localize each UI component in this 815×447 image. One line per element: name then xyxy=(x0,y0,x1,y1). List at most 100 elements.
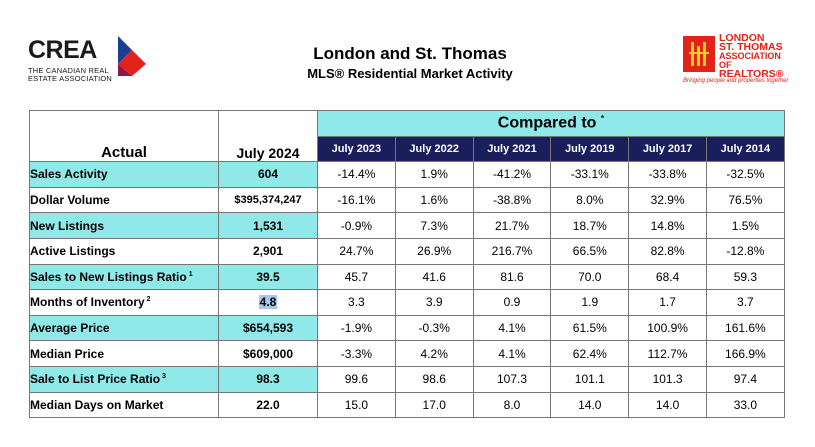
table-row: Sales Activity 604 -14.4% 1.9% -41.2% -33.1% -… xyxy=(29,161,785,188)
lstar-wordmark: LONDON ST. THOMAS ASSOCIATION OF REALTOR… xyxy=(719,32,793,80)
comparison-value: -14.4% xyxy=(317,161,396,188)
lstar-logo: LONDON ST. THOMAS ASSOCIATION OF REALTOR… xyxy=(683,32,793,88)
comparison-value: 0.9 xyxy=(472,289,552,316)
comparison-value: 4.2% xyxy=(394,340,474,367)
report-title-block: London and St. Thomas MLS® Residential M… xyxy=(250,44,570,81)
current-value: 98.3 xyxy=(218,365,318,393)
comparison-value: 14.0 xyxy=(550,391,630,419)
current-value: 604 xyxy=(218,161,318,188)
comparison-value: 3.3 xyxy=(317,289,396,316)
comparison-value: 17.0 xyxy=(394,391,474,419)
year-header: July 2017 xyxy=(628,135,707,163)
comparison-value: -12.8% xyxy=(705,237,785,265)
page-header: CREA THE CANADIAN REAL ESTATE ASSOCIATIO… xyxy=(0,0,815,100)
crea-wordmark: CREA xyxy=(28,36,97,64)
comparison-value: 3.9 xyxy=(394,289,474,316)
comparison-value: -0.3% xyxy=(394,314,474,342)
crea-diamond-icon xyxy=(118,36,146,76)
current-value-text: $609,000 xyxy=(242,346,294,361)
comparison-value: -38.8% xyxy=(472,186,552,214)
table-body: Sales Activity 604 -14.4% 1.9% -41.2% -33.1% -… xyxy=(29,161,785,419)
comparison-value: 59.3 xyxy=(705,263,785,291)
table-row: Average Price $654,593 -1.9% -0.3% 4.1% 61.5%… xyxy=(29,314,785,342)
comparison-value: 1.5% xyxy=(705,212,785,239)
comparison-value: 15.0 xyxy=(317,391,396,419)
current-period-header: July 2024 xyxy=(218,109,318,163)
row-label: Dollar Volume xyxy=(29,186,219,214)
comparison-value: -16.1% xyxy=(317,186,396,214)
current-value: 39.5 xyxy=(218,263,318,291)
current-value-text: 39.5 xyxy=(256,269,280,284)
lstar-line3: ASSOCIATION OF xyxy=(719,51,781,70)
crea-logo: CREA THE CANADIAN REAL ESTATE ASSOCIATIO… xyxy=(28,36,148,86)
current-value-text: $654,593 xyxy=(242,321,294,336)
comparison-value: 161.6% xyxy=(705,314,785,342)
current-value-text: 2,901 xyxy=(252,244,284,259)
comparison-value: 8.0% xyxy=(550,186,630,214)
comparison-value: -3.3% xyxy=(317,340,396,367)
table-row: Active Listings 2,901 24.7% 26.9% 216.7% 66.5… xyxy=(29,237,785,265)
current-value-text: 1,531 xyxy=(252,218,284,233)
row-label: New Listings xyxy=(29,212,219,239)
comparison-value: 1.9 xyxy=(550,289,630,316)
year-header-row: July 2023 July 2022 July 2021 July 2019 July… xyxy=(30,135,785,163)
table-row: Sale to List Price Ratio 3 98.3 99.6 98.6 107… xyxy=(29,365,785,393)
crea-tagline: THE CANADIAN REAL ESTATE ASSOCIATION xyxy=(28,67,112,83)
row-label-text: Average Price xyxy=(30,321,110,336)
table-row: Sales to New Listings Ratio 1 39.5 45.7 41.6… xyxy=(29,263,785,291)
compared-to-header: Compared to * xyxy=(317,110,785,137)
comparison-value: -1.9% xyxy=(317,314,396,342)
comparison-value: 18.7% xyxy=(550,212,630,239)
year-header: July 2014 xyxy=(705,135,785,163)
current-value: 22.0 xyxy=(218,391,318,419)
compared-to-label: Compared to xyxy=(497,114,597,132)
current-value-text: 4.8 xyxy=(258,295,278,310)
current-value: 4.8 xyxy=(218,289,318,316)
comparison-value: 26.9% xyxy=(394,237,474,265)
row-label: Active Listings xyxy=(29,237,219,265)
row-label-text: Median Price xyxy=(30,346,105,361)
comparison-value: 8.0 xyxy=(472,391,552,419)
comparison-value: 1.9% xyxy=(394,161,474,188)
crea-tagline-line2: ESTATE ASSOCIATION xyxy=(28,74,113,83)
lstar-line1: LONDON xyxy=(719,32,765,44)
comparison-value: 107.3 xyxy=(472,365,552,393)
comparison-value: 21.7% xyxy=(472,212,552,239)
comparison-value: 216.7% xyxy=(472,237,552,265)
row-label: Months of Inventory 2 xyxy=(29,289,219,316)
comparison-value: 101.3 xyxy=(628,365,707,393)
comparison-value: 14.8% xyxy=(628,212,707,239)
year-header: July 2019 xyxy=(550,135,630,163)
lstar-line4: REALTORS® xyxy=(719,68,784,80)
comparison-value: 3.7 xyxy=(705,289,785,316)
comparison-value: 7.3% xyxy=(394,212,474,239)
row-label-text: New Listings xyxy=(30,218,105,233)
market-activity-table: Actual July 2024 Compared to * July 2023… xyxy=(29,109,785,419)
compared-to-footnote: * xyxy=(600,114,605,124)
comparison-value: 24.7% xyxy=(317,237,396,265)
current-value-text: 98.3 xyxy=(256,372,280,387)
comparison-value: 100.9% xyxy=(628,314,707,342)
comparison-value: 70.0 xyxy=(550,263,630,291)
comparison-value: 101.1 xyxy=(550,365,630,393)
current-value: $395,374,247 xyxy=(218,186,318,214)
comparison-value: 1.6% xyxy=(394,186,474,214)
comparison-value: 33.0 xyxy=(705,391,785,419)
row-label: Sales to New Listings Ratio 1 xyxy=(29,263,219,291)
row-label: Average Price xyxy=(29,314,219,342)
lstar-tagline: Bringing people and properties together xyxy=(683,78,789,84)
row-label: Median Days on Market xyxy=(29,391,219,419)
comparison-value: 81.6 xyxy=(472,263,552,291)
current-value: $609,000 xyxy=(218,340,318,367)
row-label-text: Median Days on Market xyxy=(30,397,164,412)
comparison-value: 14.0 xyxy=(628,391,707,419)
comparison-value: 166.9% xyxy=(705,340,785,367)
row-label-text: Sales to New Listings Ratio xyxy=(30,269,187,284)
comparison-value: 4.1% xyxy=(472,314,552,342)
comparison-value: -33.1% xyxy=(550,161,630,188)
comparison-value: -32.5% xyxy=(705,161,785,188)
row-label-text: Sales Activity xyxy=(30,167,108,182)
report-subtitle: MLS® Residential Market Activity xyxy=(307,66,513,81)
comparison-value: 97.4 xyxy=(705,365,785,393)
comparison-value: 62.4% xyxy=(550,340,630,367)
